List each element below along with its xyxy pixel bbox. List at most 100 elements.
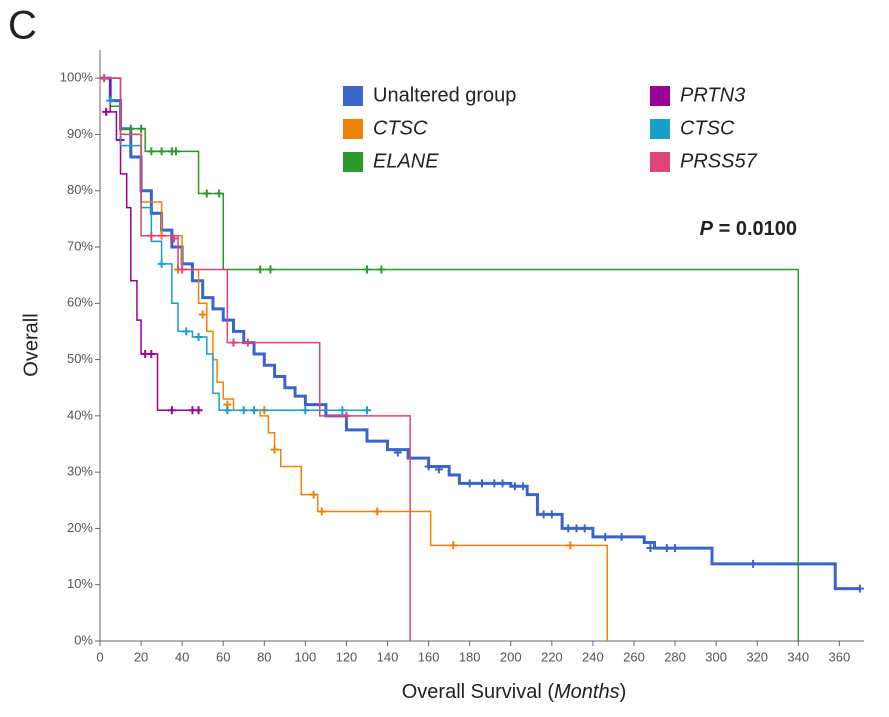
censor-mark (147, 231, 156, 240)
censor-mark (601, 532, 610, 541)
censor-mark (223, 406, 232, 415)
survival-curve (100, 77, 800, 641)
x-tick-label: 160 (418, 649, 440, 664)
censor-mark (510, 482, 519, 491)
censor-mark (580, 524, 589, 533)
censor-mark (362, 406, 371, 415)
x-tick-label: 320 (746, 649, 768, 664)
censor-mark (490, 479, 499, 488)
censor-mark (266, 265, 275, 274)
x-axis-label: Overall Survival (Months) (402, 681, 627, 703)
p-text: = 0.0100 (719, 218, 797, 240)
censor-mark (547, 510, 556, 519)
x-tick-label: 60 (216, 649, 230, 664)
censor-mark (362, 265, 371, 274)
censor-mark (100, 74, 109, 83)
legend-swatch (650, 119, 670, 139)
x-tick-label: 100 (295, 649, 317, 664)
y-tick-label: 70% (67, 238, 93, 253)
censor-mark (338, 406, 347, 415)
censor-mark (393, 448, 402, 457)
censor-mark (478, 479, 486, 488)
censor-mark (102, 107, 111, 116)
censor-mark (373, 507, 382, 516)
y-tick-label: 30% (67, 464, 93, 479)
censor-mark (250, 406, 259, 415)
y-tick-label: 20% (67, 520, 93, 535)
censor-mark (215, 189, 224, 198)
legend-swatch (343, 119, 363, 139)
x-tick-label: 120 (336, 649, 358, 664)
x-tick-label: 300 (705, 649, 727, 664)
y-tick-label: 90% (67, 126, 93, 141)
censor-mark (243, 338, 252, 347)
censor-mark (465, 479, 474, 488)
x-tick-label: 80 (257, 649, 271, 664)
censor-mark (202, 189, 211, 198)
x-tick-label: 200 (500, 649, 522, 664)
censor-mark (182, 327, 191, 336)
censor-mark (198, 310, 207, 319)
censor-mark (646, 544, 655, 553)
legend-swatch (650, 86, 670, 106)
censor-mark (572, 524, 581, 533)
survival-curve (100, 77, 411, 641)
y-tick-label: 80% (67, 182, 93, 197)
legend-label: Unaltered group (373, 84, 516, 106)
x-tick-label: 340 (787, 649, 809, 664)
censor-mark (566, 541, 575, 550)
y-axis-label: Overall (20, 313, 42, 376)
censor-mark (498, 479, 507, 488)
x-label-part: Months (554, 681, 620, 703)
censor-mark (855, 584, 864, 593)
y-tick-label: 40% (67, 407, 93, 422)
censor-mark (424, 462, 433, 471)
legend-swatch (650, 152, 670, 172)
censor-mark (749, 559, 758, 568)
panel-label: C (8, 4, 37, 48)
censor-mark (229, 338, 238, 347)
survival-curve (100, 77, 199, 411)
x-tick-label: 0 (96, 649, 103, 664)
censor-mark (167, 406, 176, 415)
y-tick-label: 0% (74, 632, 93, 647)
censor-mark (317, 507, 326, 516)
x-tick-label: 240 (582, 649, 604, 664)
p-symbol: P (700, 218, 714, 240)
censor-mark (239, 406, 248, 415)
legend-label: CTSC (680, 117, 735, 139)
censor-mark (147, 349, 156, 358)
censor-mark (377, 265, 386, 274)
censor-mark (256, 265, 265, 274)
legend-label: PRSS57 (680, 150, 758, 172)
censor-mark (126, 124, 135, 133)
x-tick-label: 280 (664, 649, 686, 664)
legend-swatch (343, 152, 363, 172)
censor-mark (662, 544, 671, 553)
y-tick-label: 60% (67, 295, 93, 310)
x-tick-label: 20 (134, 649, 148, 664)
censor-mark (342, 411, 351, 420)
censor-mark (671, 544, 680, 553)
censor-mark (157, 147, 166, 156)
censor-mark (449, 541, 458, 550)
censor-mark (147, 147, 156, 156)
censor-mark (564, 524, 573, 533)
x-tick-label: 360 (829, 649, 851, 664)
censor-mark (539, 510, 548, 519)
censor-mark (194, 406, 203, 415)
legend-swatch (343, 86, 363, 106)
censor-mark (171, 147, 180, 156)
legend-label: CTSC (373, 117, 428, 139)
y-tick-label: 50% (67, 351, 93, 366)
censor-mark (169, 234, 178, 243)
y-tick-label: 100% (60, 70, 94, 85)
censor-mark (617, 532, 626, 541)
x-tick-label: 260 (623, 649, 645, 664)
x-tick-label: 220 (541, 649, 563, 664)
censor-mark (270, 445, 279, 454)
legend-label: ELANE (373, 150, 439, 172)
censor-mark (137, 124, 146, 133)
x-tick-label: 180 (459, 649, 481, 664)
